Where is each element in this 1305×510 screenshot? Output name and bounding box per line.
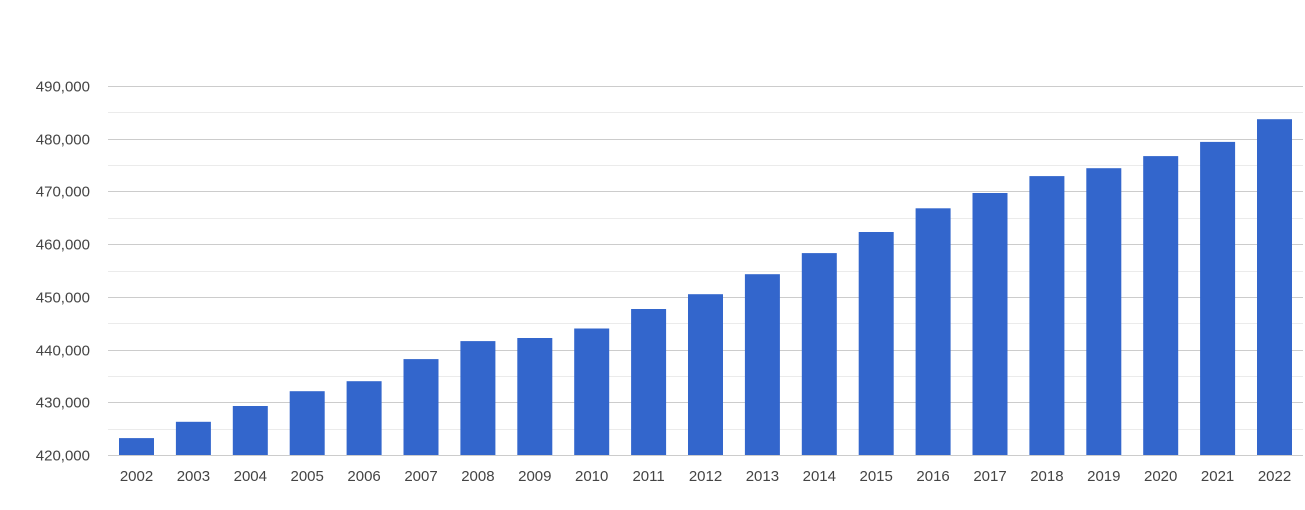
x-tick-label: 2017: [973, 468, 1006, 485]
bar-2007: [403, 359, 439, 455]
bar-2020: [1143, 156, 1179, 455]
y-tick-label: 420,000: [36, 448, 90, 465]
bar-2012: [688, 294, 723, 455]
y-tick-label: 430,000: [36, 395, 90, 412]
x-tick-label: 2014: [803, 468, 836, 485]
bar-2015: [858, 232, 894, 455]
bar-2005: [289, 391, 325, 455]
x-tick-label: 2019: [1087, 468, 1120, 485]
bar-2019: [1086, 168, 1122, 455]
x-axis-tick-labels: 2002 2003 2004 2005 2006 2007 2008 2009 2010 2011…: [120, 468, 1291, 485]
y-tick-label: 440,000: [36, 343, 90, 360]
x-tick-label: 2011: [632, 468, 664, 485]
y-tick-label: 480,000: [36, 132, 90, 149]
bar-2013: [744, 274, 780, 455]
bar-2017: [972, 193, 1008, 455]
x-tick-label: 2009: [518, 468, 551, 485]
bar-2014: [801, 253, 837, 455]
bar-2022: [1257, 119, 1292, 455]
bar-2006: [346, 381, 382, 455]
x-tick-label: 2010: [575, 468, 608, 485]
x-tick-label: 2020: [1144, 468, 1177, 485]
x-tick-label: 2008: [461, 468, 494, 485]
x-tick-label: 2003: [177, 468, 210, 485]
bar-2009: [517, 338, 553, 455]
x-tick-label: 2015: [860, 468, 893, 485]
x-tick-label: 2016: [916, 468, 949, 485]
y-tick-label: 450,000: [36, 290, 90, 307]
x-tick-label: 2002: [120, 468, 153, 485]
y-axis-tick-labels: 420,000 430,000 440,000 450,000 460,000 470,0…: [36, 79, 90, 465]
x-tick-label: 2012: [689, 468, 722, 485]
bar-2010: [574, 328, 610, 455]
bar-2011: [631, 309, 667, 455]
bar-2016: [915, 208, 951, 455]
x-tick-label: 2022: [1258, 468, 1291, 485]
x-tick-label: 2021: [1201, 468, 1234, 485]
bar-2004: [232, 406, 268, 455]
bar-2003: [175, 421, 211, 455]
y-tick-label: 460,000: [36, 237, 90, 254]
bar-2018: [1029, 176, 1065, 455]
x-tick-label: 2005: [291, 468, 324, 485]
bars: [119, 119, 1292, 455]
bar-2002: [119, 438, 154, 455]
y-tick-label: 490,000: [36, 79, 90, 96]
bar-2008: [460, 341, 496, 455]
y-tick-label: 470,000: [36, 184, 90, 201]
x-tick-label: 2013: [746, 468, 779, 485]
x-tick-label: 2004: [234, 468, 267, 485]
bar-2021: [1200, 141, 1236, 455]
x-tick-label: 2006: [347, 468, 380, 485]
x-tick-label: 2007: [404, 468, 437, 485]
x-tick-label: 2018: [1030, 468, 1063, 485]
